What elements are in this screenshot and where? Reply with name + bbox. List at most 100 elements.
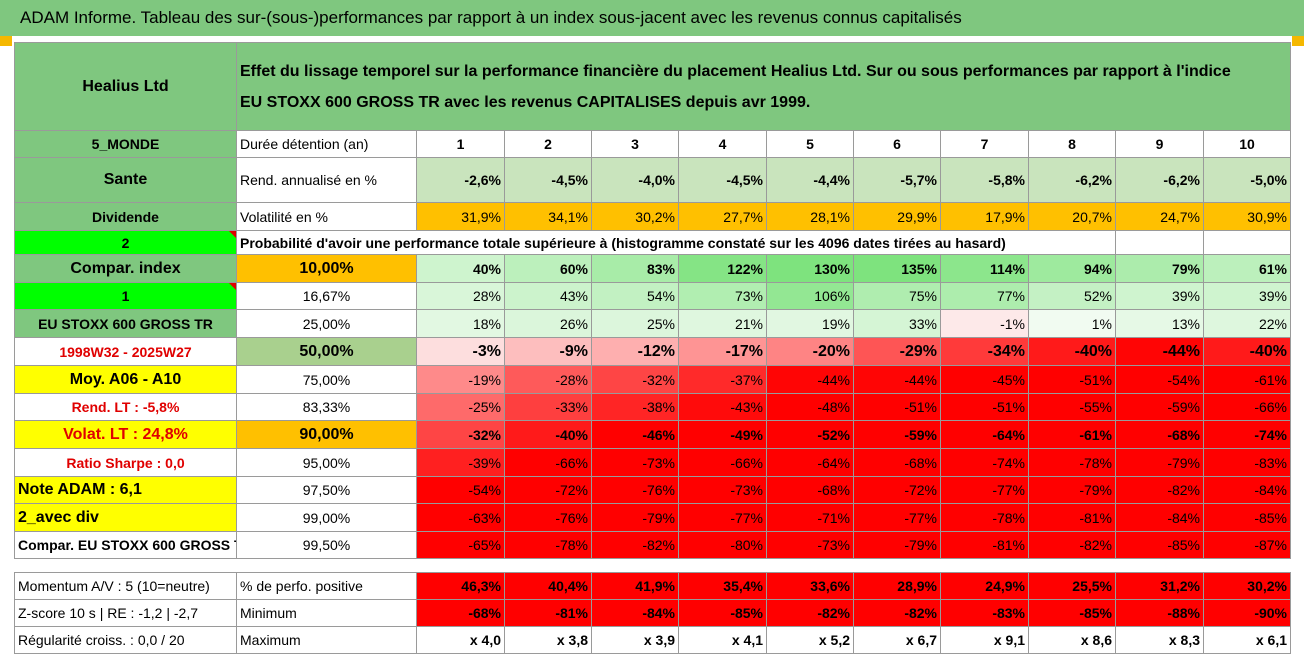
probability-value: 13% — [1115, 309, 1204, 338]
probability-value: 130% — [766, 254, 854, 283]
probability-value: 28% — [416, 282, 505, 310]
volatility-value: 31,9% — [416, 202, 505, 231]
minimum-value: -81% — [504, 599, 592, 627]
probability-value: -32% — [591, 365, 679, 394]
probability-value: -79% — [853, 531, 941, 559]
probability-row: Compar. index 10,00% 40% 60% 83% 122% 130% 135%… — [14, 254, 1291, 283]
zscore-label: Z-score 10 s | RE : -1,2 | -2,7 — [14, 599, 237, 627]
minimum-label: Minimum — [236, 599, 417, 627]
volatility-value: 27,7% — [678, 202, 767, 231]
regularite-label: Régularité croiss. : 0,0 / 20 — [14, 626, 237, 654]
pct-positive-value: 25,5% — [1028, 572, 1116, 600]
probability-value: 54% — [591, 282, 679, 310]
minimum-value: -68% — [416, 599, 505, 627]
spacer-cell — [766, 558, 854, 573]
header-row: Healius Ltd Effet du lissage temporel sur… — [14, 42, 1291, 131]
duration-label: Durée détention (an) — [236, 130, 417, 158]
spacer-cell — [678, 558, 767, 573]
probability-value: -59% — [1115, 393, 1204, 421]
probability-row: 1998W32 - 2025W27 50,00% -3% -9% -12% -17% -20… — [14, 337, 1291, 366]
probability-value: -54% — [1115, 365, 1204, 394]
probability-header-row: 2 Probabilité d'avoir une performance tot… — [14, 230, 1291, 255]
probability-value: -68% — [1115, 420, 1204, 449]
probability-value: -40% — [504, 420, 592, 449]
probability-value: -61% — [1203, 365, 1291, 394]
probability-value: -83% — [1203, 448, 1291, 477]
return-value: -5,8% — [940, 157, 1029, 203]
minimum-value: -90% — [1203, 599, 1291, 627]
probability-value: -40% — [1028, 337, 1116, 366]
minimum-value: -82% — [766, 599, 854, 627]
probability-row: Compar. EU STOXX 600 GROSS TR 99,50% -65% -… — [14, 531, 1291, 559]
probability-value: -73% — [766, 531, 854, 559]
year-header: 4 — [678, 130, 767, 158]
maximum-value: x 4,1 — [678, 626, 767, 654]
maximum-row: Régularité croiss. : 0,0 / 20 Maximum x 4,… — [14, 626, 1291, 654]
count-1: 1 — [14, 282, 237, 310]
spacer-cell — [14, 558, 237, 573]
probability-value: 22% — [1203, 309, 1291, 338]
probability-row: EU STOXX 600 GROSS TR 25,00% 18% 26% 25% 21% 1… — [14, 309, 1291, 338]
return-row: Sante Rend. annualisé en % -2,6% -4,5% -4,0%… — [14, 157, 1291, 203]
spacer-cell — [1028, 558, 1116, 573]
probability-value: -20% — [766, 337, 854, 366]
probability-row: 2_avec div 99,00% -63% -76% -79% -77% -71% -77%… — [14, 503, 1291, 532]
probability-value: -84% — [1115, 503, 1204, 532]
probability-value: -64% — [940, 420, 1029, 449]
minimum-row: Z-score 10 s | RE : -1,2 | -2,7 Minimum -6… — [14, 599, 1291, 627]
pct-positive-value: 24,9% — [940, 572, 1029, 600]
minimum-value: -85% — [678, 599, 767, 627]
probability-value: -44% — [853, 365, 941, 394]
year-header: 3 — [591, 130, 679, 158]
probability-value: 39% — [1203, 282, 1291, 310]
probability-value: -54% — [416, 476, 505, 504]
probability-value: -43% — [678, 393, 767, 421]
return-value: -5,7% — [853, 157, 941, 203]
spacer-cell — [1203, 558, 1291, 573]
probability-value: 19% — [766, 309, 854, 338]
volatility-label: Volatilité en % — [236, 202, 417, 231]
probability-value: 33% — [853, 309, 941, 338]
probability-value: 18% — [416, 309, 505, 338]
probability-value: -65% — [416, 531, 505, 559]
minimum-value: -84% — [591, 599, 679, 627]
minimum-value: -83% — [940, 599, 1029, 627]
volatility-value: 29,9% — [853, 202, 941, 231]
threshold-value: 16,67% — [236, 282, 417, 310]
pct-positive-value: 31,2% — [1115, 572, 1204, 600]
probability-value: 21% — [678, 309, 767, 338]
probability-value: 26% — [504, 309, 592, 338]
note-adam-label: Note ADAM : 6,1 — [14, 476, 237, 504]
probability-value: -28% — [504, 365, 592, 394]
probability-value: 60% — [504, 254, 592, 283]
maximum-value: x 6,1 — [1203, 626, 1291, 654]
probability-value: -55% — [1028, 393, 1116, 421]
probability-value: -46% — [591, 420, 679, 449]
moy-label: Moy. A06 - A10 — [14, 365, 237, 394]
report-title: ADAM Informe. Tableau des sur-(sous-)per… — [0, 0, 1304, 36]
probability-value: 106% — [766, 282, 854, 310]
probability-value: -72% — [504, 476, 592, 504]
volatility-row: Dividende Volatilité en % 31,9% 34,1% 30,2% 2… — [14, 202, 1291, 231]
volatility-value: 30,2% — [591, 202, 679, 231]
count-2: 2 — [14, 230, 237, 255]
probability-value: -51% — [853, 393, 941, 421]
maximum-label: Maximum — [236, 626, 417, 654]
dividend-label: Dividende — [14, 202, 237, 231]
return-value: -4,0% — [591, 157, 679, 203]
probability-value: -81% — [940, 531, 1029, 559]
probability-value: -19% — [416, 365, 505, 394]
probability-row: Volat. LT : 24,8% 90,00% -32% -40% -46% -49% -… — [14, 420, 1291, 449]
probability-value: -76% — [504, 503, 592, 532]
maximum-value: x 3,8 — [504, 626, 592, 654]
probability-value: 52% — [1028, 282, 1116, 310]
probability-value: 114% — [940, 254, 1029, 283]
year-header: 5 — [766, 130, 854, 158]
probability-value: -82% — [1028, 531, 1116, 559]
probability-value: -73% — [678, 476, 767, 504]
return-value: -4,4% — [766, 157, 854, 203]
spacer-cell — [591, 558, 679, 573]
threshold-value: 95,00% — [236, 448, 417, 477]
probability-value: -9% — [504, 337, 592, 366]
pct-positive-label: % de perfo. positive — [236, 572, 417, 600]
